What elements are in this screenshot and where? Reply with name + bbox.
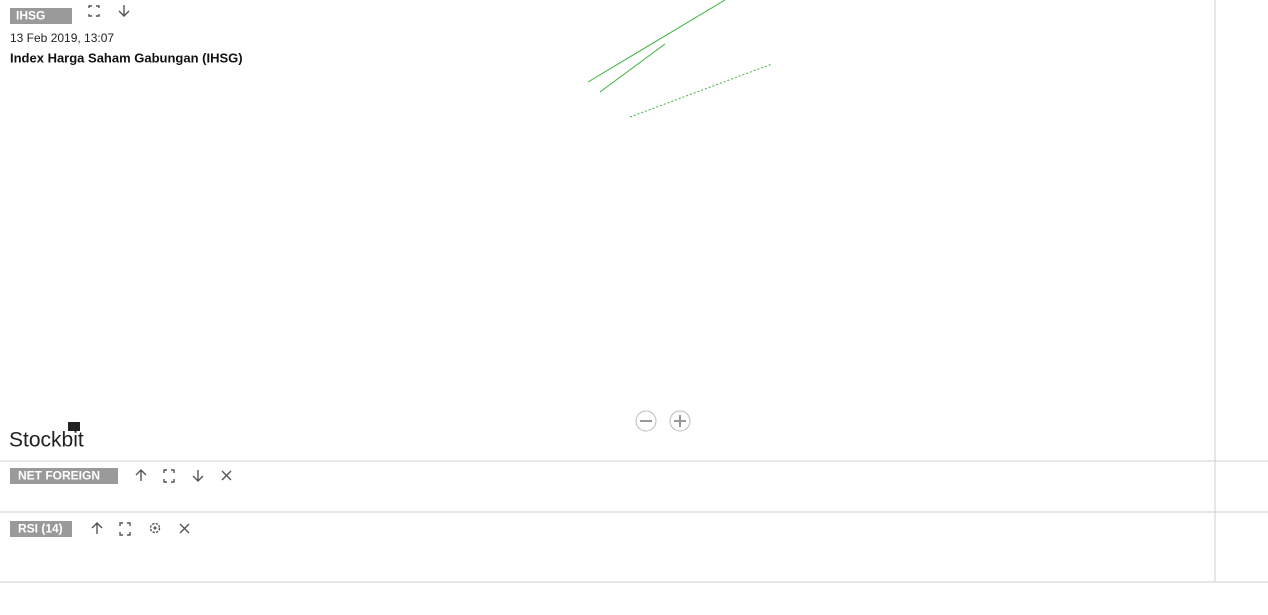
down-icon[interactable]: [118, 5, 130, 17]
index-name: Index Harga Saham Gabungan (IHSG): [10, 50, 243, 65]
front-layer: IHSG 13 Feb 2019, 13:07 Index Harga Saha…: [0, 0, 1268, 583]
fullscreen-icon[interactable]: [163, 469, 175, 483]
close-icon[interactable]: [179, 523, 190, 534]
trend-line: [587, 0, 726, 83]
pane-title: RSI (14): [18, 522, 63, 536]
fullscreen-icon[interactable]: [88, 5, 100, 17]
fullscreen-icon[interactable]: [119, 522, 131, 536]
close-icon[interactable]: [221, 470, 232, 481]
up-icon[interactable]: [91, 522, 103, 534]
down-icon[interactable]: [192, 470, 204, 482]
trend-line: [599, 43, 666, 93]
up-icon[interactable]: [135, 469, 147, 481]
datetime: 13 Feb 2019, 13:07: [10, 31, 114, 45]
watermark-icon: [68, 422, 80, 431]
pane-title: NET FOREIGN: [18, 469, 100, 483]
pane-title-box: [10, 468, 118, 484]
zoom-in-button[interactable]: [669, 410, 691, 432]
pane-title-box: [10, 521, 72, 537]
settings-icon[interactable]: [149, 522, 161, 534]
watermark: Stockbit: [9, 429, 84, 452]
symbol: IHSG: [16, 9, 45, 23]
zoom-out-button[interactable]: [635, 410, 657, 432]
symbol-box: [10, 8, 72, 24]
trend-line: [629, 63, 773, 118]
